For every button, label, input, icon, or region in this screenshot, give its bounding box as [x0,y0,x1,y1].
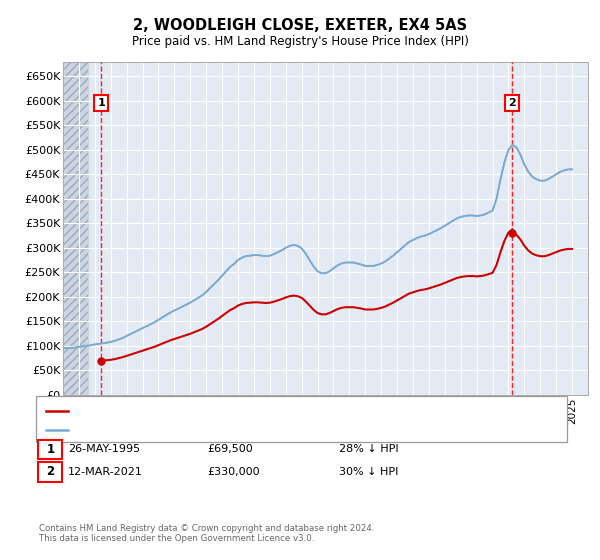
Text: £330,000: £330,000 [207,466,260,477]
Text: 2, WOODLEIGH CLOSE, EXETER, EX4 5AS (detached house): 2, WOODLEIGH CLOSE, EXETER, EX4 5AS (det… [74,405,398,416]
Text: 30% ↓ HPI: 30% ↓ HPI [339,466,398,477]
Text: 2: 2 [508,98,515,108]
Text: 26-MAY-1995: 26-MAY-1995 [68,444,140,454]
Text: 2, WOODLEIGH CLOSE, EXETER, EX4 5AS: 2, WOODLEIGH CLOSE, EXETER, EX4 5AS [133,18,467,32]
Text: £69,500: £69,500 [207,444,253,454]
Text: 1: 1 [46,442,55,456]
Text: HPI: Average price, detached house, Exeter: HPI: Average price, detached house, Exet… [74,424,311,435]
Text: 2: 2 [46,465,55,478]
Text: Price paid vs. HM Land Registry's House Price Index (HPI): Price paid vs. HM Land Registry's House … [131,35,469,49]
Text: 28% ↓ HPI: 28% ↓ HPI [339,444,398,454]
Bar [63,62,88,395]
Text: Contains HM Land Registry data © Crown copyright and database right 2024.
This d: Contains HM Land Registry data © Crown c… [39,524,374,543]
Text: 12-MAR-2021: 12-MAR-2021 [68,466,143,477]
Bar [63,62,88,395]
Text: 1: 1 [97,98,105,108]
